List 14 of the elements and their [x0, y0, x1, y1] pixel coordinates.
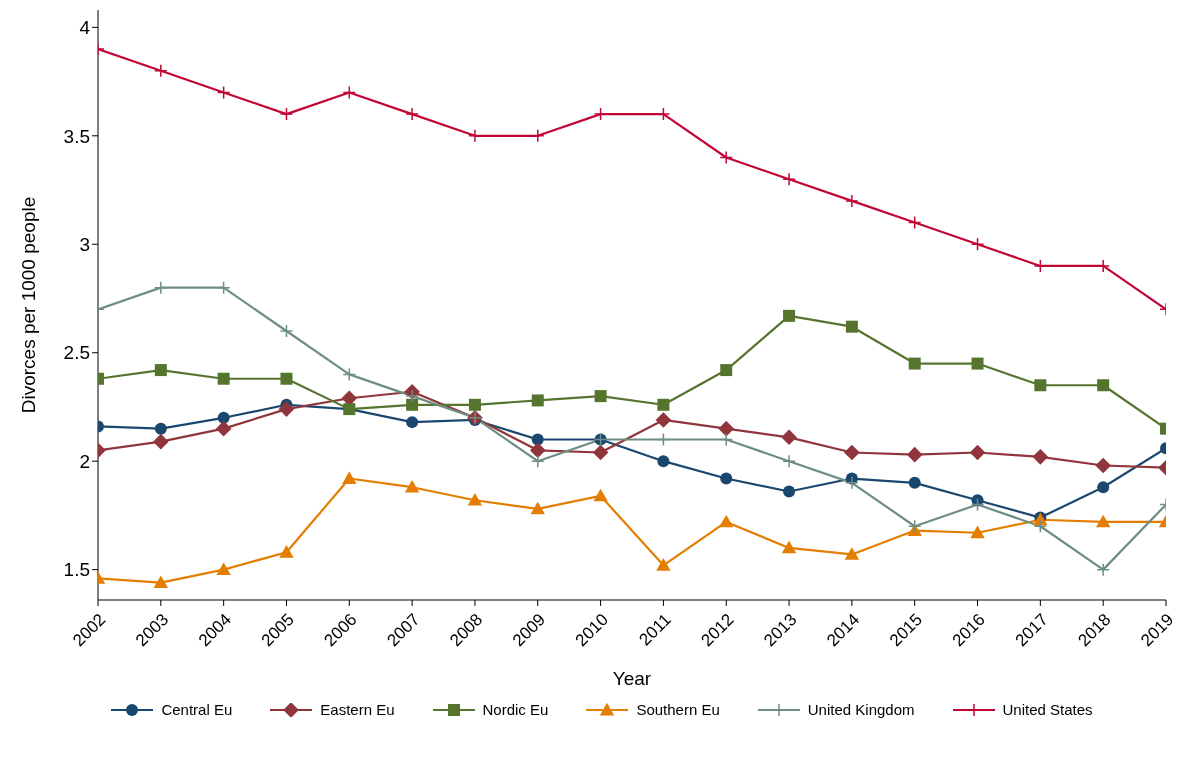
x-axis-title: Year	[612, 668, 652, 689]
legend-label: United States	[1002, 701, 1093, 718]
y-tick-label: 2	[79, 450, 90, 472]
y-tick-label: 4	[79, 17, 91, 39]
y-tick-label: 1.5	[63, 559, 90, 581]
legend-label: Southern Eu	[636, 701, 720, 718]
legend-label: United Kingdom	[807, 701, 915, 718]
legend-label: Central Eu	[161, 701, 233, 718]
y-axis-title: Divorces per 1000 people	[17, 196, 39, 414]
legend-label: Nordic Eu	[482, 701, 549, 718]
y-tick-label: 3	[79, 234, 90, 256]
y-tick-label: 3.5	[63, 125, 90, 147]
legend-label: Eastern Eu	[320, 701, 395, 718]
y-tick-label: 2.5	[63, 342, 90, 364]
